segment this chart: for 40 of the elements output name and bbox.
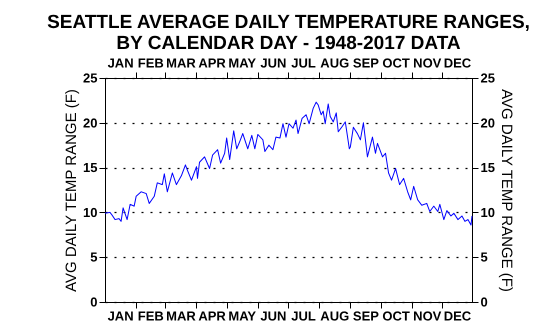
x2-tick-label: FEB <box>138 56 164 70</box>
x2-tick-label: AUG <box>320 56 350 70</box>
x2-tick-label: APR <box>198 56 226 70</box>
y2-tick-label: 5 <box>480 250 488 265</box>
x2-tick-label: DEC <box>444 56 472 70</box>
x2-tick-label: MAR <box>166 56 196 70</box>
y-tick-label: 0 <box>90 294 98 310</box>
y-axis-title: AVG DAILY TEMP RANGE (F) <box>63 89 80 292</box>
x2-tick-label: OCT <box>382 56 410 70</box>
y2-tick-label: 20 <box>480 115 495 130</box>
x-tick-label: FEB <box>138 308 164 324</box>
x-tick-label: JUN <box>260 308 286 324</box>
y-tick-label: 15 <box>83 160 98 176</box>
y-tick-label: 5 <box>90 250 98 265</box>
x-tick-label: OCT <box>382 308 410 324</box>
x2-tick-label: MAY <box>228 56 256 70</box>
x-tick-label: JUL <box>291 308 316 324</box>
x2-tick-label: NOV <box>413 56 442 70</box>
y2-tick-label: 10 <box>480 204 495 220</box>
x2-tick-label: JUN <box>260 56 286 70</box>
y2-tick-label: 15 <box>480 160 495 176</box>
x-tick-label: AUG <box>320 308 350 324</box>
y2-tick-label: 0 <box>480 294 488 310</box>
x-tick-label: APR <box>198 308 226 324</box>
y2-tick-label: 25 <box>480 70 495 86</box>
x-tick-label: SEP <box>352 308 380 324</box>
line-series <box>104 102 472 226</box>
x2-tick-label: JAN <box>108 56 134 70</box>
x-tick-label: DEC <box>444 308 472 324</box>
x-tick-label: JAN <box>108 308 134 324</box>
y-tick-label: 10 <box>83 204 98 220</box>
x-tick-label: MAY <box>228 308 256 324</box>
y-tick-label: 20 <box>83 115 98 130</box>
x-tick-label: MAR <box>166 308 196 324</box>
chart-title: SEATTLE AVERAGE DAILY TEMPERATURE RANGES, BY CALENDAR DAY - 1948-2017 DATA <box>47 12 530 54</box>
x2-tick-label: SEP <box>352 56 380 70</box>
x2-tick-label: JUL <box>291 56 316 70</box>
y2-axis-title: AVG DAILY TEMP RANGE (F) <box>498 89 515 292</box>
y-tick-label: 25 <box>83 70 98 86</box>
x-tick-label: NOV <box>413 308 442 324</box>
